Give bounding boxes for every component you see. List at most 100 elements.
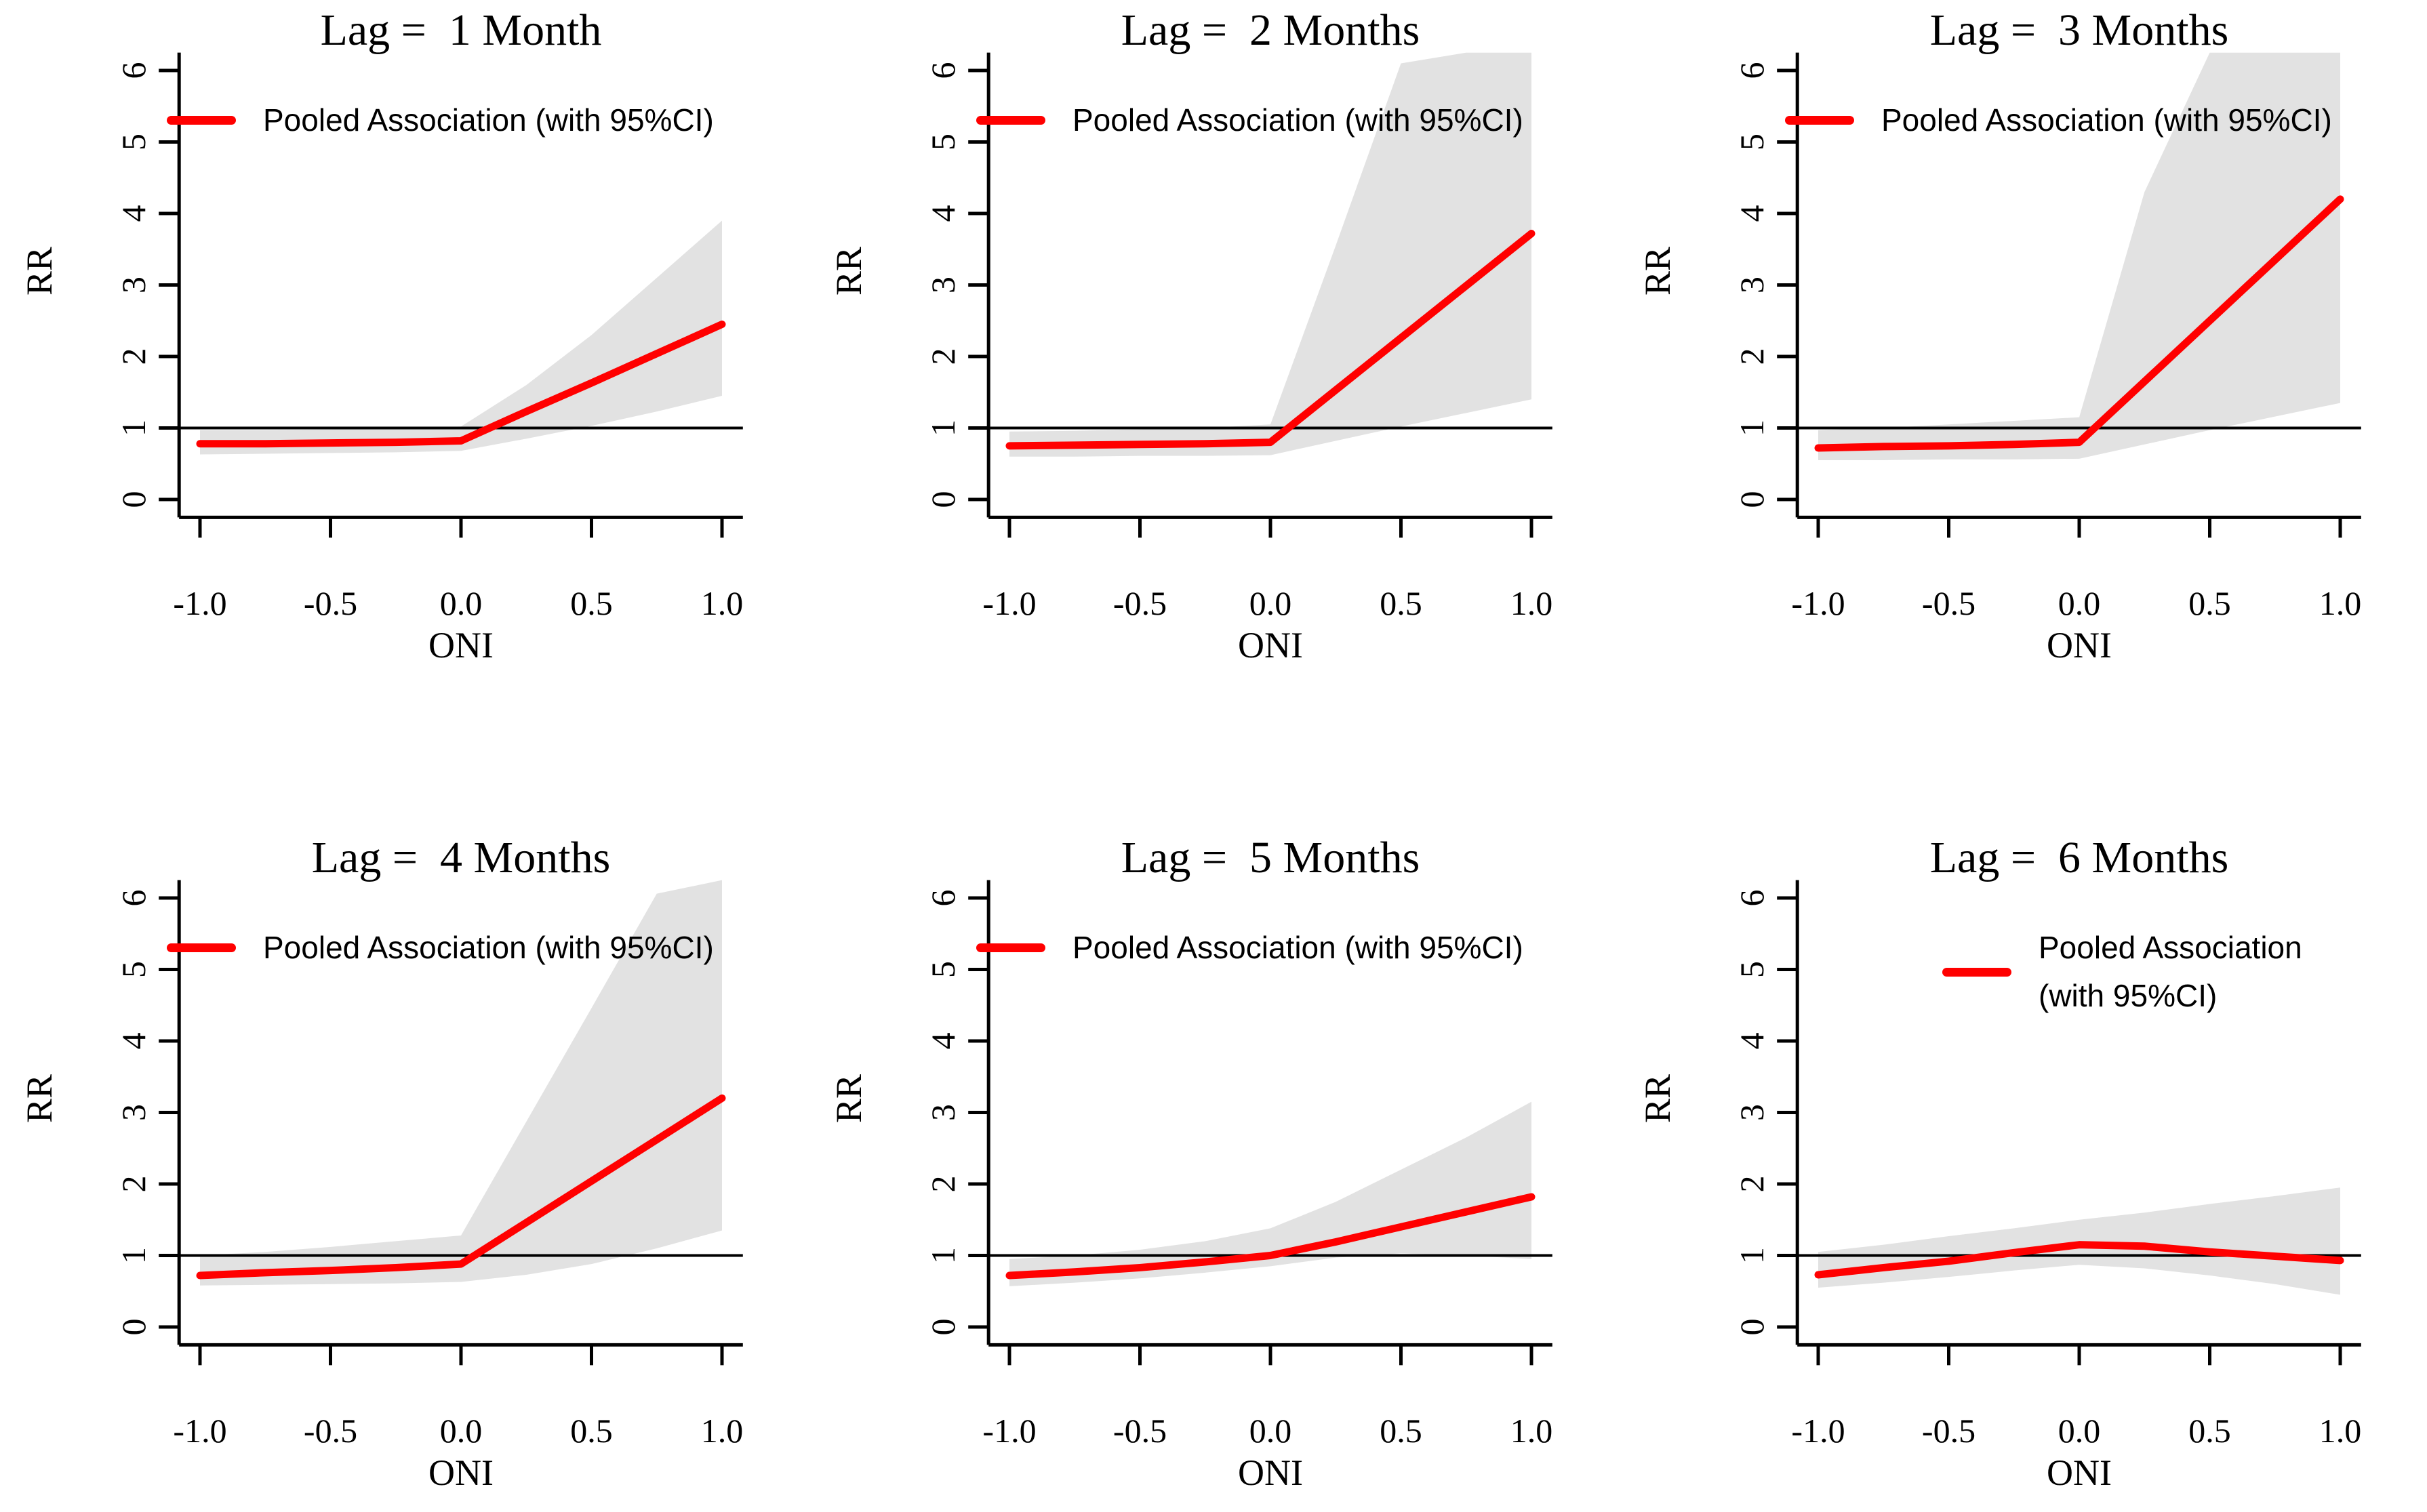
x-tick-label: 0.5 <box>1380 1412 1422 1450</box>
y-tick-label: 5 <box>924 961 962 978</box>
y-axis-label: RR <box>19 1074 60 1124</box>
x-axis-label: ONI <box>428 625 494 666</box>
y-tick-label: 4 <box>1733 205 1771 222</box>
y-tick-label: 0 <box>115 1319 153 1336</box>
x-tick-label: 0.5 <box>2188 584 2231 622</box>
x-tick-label: 0.5 <box>570 584 613 622</box>
x-tick-label: 0.0 <box>2058 1412 2101 1450</box>
x-tick-label: 0.0 <box>440 584 483 622</box>
x-tick-label: 1.0 <box>701 584 744 622</box>
pooled-association-line <box>196 1094 726 1280</box>
y-tick-label: 0 <box>115 491 153 508</box>
panel-title: Lag = 3 Months <box>1929 5 2229 55</box>
y-tick-label: 5 <box>1733 134 1771 150</box>
y-axis-label: RR <box>1637 246 1678 296</box>
legend-label: Pooled Association (with 95%CI) <box>263 102 714 138</box>
panel-lag-4-months: -1.0 -0.5 0.0 0.5 1.0 0 1 2 3 4 5 6 Lag = 4 Months … <box>0 827 809 1512</box>
y-tick-label: 3 <box>924 277 962 293</box>
y-tick-label: 1 <box>115 1247 153 1264</box>
y-tick-label: 1 <box>1733 1247 1771 1264</box>
legend-label: Pooled Association (with 95%CI) <box>1072 102 1523 138</box>
y-tick-label: 6 <box>115 62 153 79</box>
plot-area-lag-3: -1.0 -0.5 0.0 0.5 1.0 0 1 2 3 4 5 6 <box>1733 52 2362 622</box>
y-tick-label: 2 <box>1733 1176 1771 1193</box>
panel-title: Lag = 4 Months <box>311 833 611 882</box>
y-axis-label: RR <box>828 246 869 296</box>
x-tick-label: -1.0 <box>982 1412 1036 1450</box>
panel-title: Lag = 6 Months <box>1929 833 2229 882</box>
plot-area-lag-2: -1.0 -0.5 0.0 0.5 1.0 0 1 2 3 4 5 6 <box>924 52 1552 622</box>
pooled-association-line <box>1005 230 1536 450</box>
legend: Pooled Association (with 95%CI) <box>167 929 714 966</box>
panel-lag-3-months: -1.0 -0.5 0.0 0.5 1.0 0 1 2 3 4 5 6 Lag = 3 Months … <box>1618 0 2427 685</box>
legend-line-sample <box>976 943 1045 953</box>
legend: Pooled Association (with 95%CI) <box>1785 102 2332 139</box>
y-tick-label: 1 <box>1733 420 1771 436</box>
y-tick-label: 5 <box>1733 961 1771 978</box>
y-tick-label: 2 <box>924 348 962 365</box>
panel-title: Lag = 5 Months <box>1121 833 1420 882</box>
x-tick-label: -0.5 <box>1922 1412 1975 1450</box>
y-tick-label: 4 <box>115 1033 153 1050</box>
panel-lag-2-months: -1.0 -0.5 0.0 0.5 1.0 0 1 2 3 4 5 6 Lag = 2 Months … <box>809 0 1618 685</box>
x-tick-label: -1.0 <box>173 584 226 622</box>
x-tick-label: -1.0 <box>1791 1412 1845 1450</box>
x-tick-label: 0.0 <box>2058 584 2101 622</box>
plot-area-lag-4: -1.0 -0.5 0.0 0.5 1.0 0 1 2 3 4 5 6 <box>115 880 744 1450</box>
x-axis-label: ONI <box>2047 625 2112 666</box>
y-tick-label: 3 <box>115 277 153 293</box>
x-axis-label: ONI <box>1238 1452 1303 1493</box>
y-tick-label: 2 <box>924 1176 962 1193</box>
legend-line-sample <box>167 116 236 125</box>
panel-title: Lag = 2 Months <box>1121 5 1420 55</box>
y-tick-label: 5 <box>115 134 153 150</box>
pooled-association-line <box>1005 1193 1536 1280</box>
confidence-band <box>1009 1101 1531 1286</box>
plot-area-lag-6: -1.0 -0.5 0.0 0.5 1.0 0 1 2 3 4 5 6 <box>1733 880 2361 1450</box>
x-tick-label: 1.0 <box>1510 1412 1553 1450</box>
x-tick-label: -1.0 <box>982 584 1036 622</box>
legend-label-line-2: (with 95%CI) <box>2039 978 2218 1014</box>
y-tick-label: 1 <box>924 420 962 436</box>
y-tick-label: 0 <box>1733 491 1771 508</box>
y-tick-label: 0 <box>924 491 962 508</box>
y-tick-label: 6 <box>1733 890 1771 907</box>
y-axis-label: RR <box>828 1074 869 1124</box>
y-tick-label: 3 <box>1733 1104 1771 1121</box>
legend-label: Pooled Association (with 95%CI) <box>1881 102 2332 138</box>
y-tick-label: 0 <box>924 1319 962 1336</box>
x-tick-label: -1.0 <box>173 1412 226 1450</box>
x-tick-label: 0.0 <box>1249 1412 1292 1450</box>
y-tick-label: 6 <box>924 62 962 79</box>
y-axis-label: RR <box>1637 1074 1678 1124</box>
legend: Pooled Association (with 95%CI) <box>167 102 714 139</box>
legend: Pooled Association (with 95%CI) <box>976 929 1523 966</box>
x-axis-label: ONI <box>2047 1452 2112 1493</box>
x-tick-label: 1.0 <box>2319 584 2362 622</box>
y-tick-label: 6 <box>115 890 153 907</box>
y-tick-label: 3 <box>924 1104 962 1121</box>
legend-label: Pooled Association (with 95%CI) <box>1072 930 1523 965</box>
x-axis-label: ONI <box>428 1452 494 1493</box>
legend-line-sample <box>976 116 1045 125</box>
x-tick-label: 0.0 <box>440 1412 483 1450</box>
pooled-association-line <box>1814 195 2344 452</box>
y-tick-label: 4 <box>924 1033 962 1050</box>
x-tick-label: 1.0 <box>701 1412 744 1450</box>
x-tick-label: 0.5 <box>2188 1412 2231 1450</box>
confidence-band <box>200 220 722 455</box>
y-tick-label: 4 <box>924 205 962 222</box>
y-tick-label: 5 <box>115 961 153 978</box>
y-tick-label: 2 <box>115 1176 153 1193</box>
legend-label: Pooled Association (with 95%CI) <box>2039 924 2302 1021</box>
panel-lag-5-months: -1.0 -0.5 0.0 0.5 1.0 0 1 2 3 4 5 6 Lag = 5 Months … <box>809 827 1618 1512</box>
legend-label: Pooled Association (with 95%CI) <box>263 930 714 965</box>
y-axis-label: RR <box>19 246 60 296</box>
legend-line-sample <box>1785 116 1854 125</box>
x-axis-label: ONI <box>1238 625 1303 666</box>
y-tick-label: 4 <box>1733 1033 1771 1050</box>
y-tick-label: 0 <box>1733 1319 1771 1336</box>
confidence-band <box>1818 52 2340 460</box>
plot-area-lag-5: -1.0 -0.5 0.0 0.5 1.0 0 1 2 3 4 5 6 <box>924 880 1553 1450</box>
